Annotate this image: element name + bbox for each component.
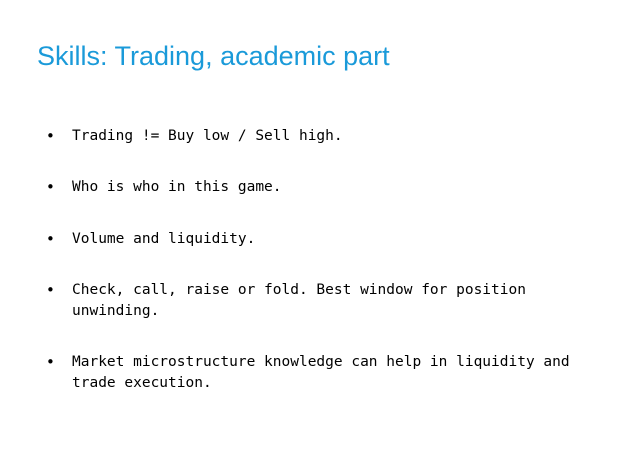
bullet-text: Trading != Buy low / Sell high. — [72, 128, 343, 144]
slide-title: Skills: Trading, academic part — [37, 41, 390, 71]
bullet-text: Who is who in this game. — [72, 179, 282, 195]
bullet-dot-icon: • — [46, 353, 55, 371]
bullet-dot-icon: • — [46, 178, 55, 196]
bullet-text: Check, call, raise or fold. Best window … — [72, 282, 526, 319]
bullet-dot-icon: • — [46, 127, 55, 145]
bullet-text: Volume and liquidity. — [72, 231, 256, 247]
bullet-dot-icon: • — [46, 281, 55, 299]
bullet-text: Market microstructure knowledge can help… — [72, 354, 570, 391]
bullet-dot-icon: • — [46, 230, 55, 248]
